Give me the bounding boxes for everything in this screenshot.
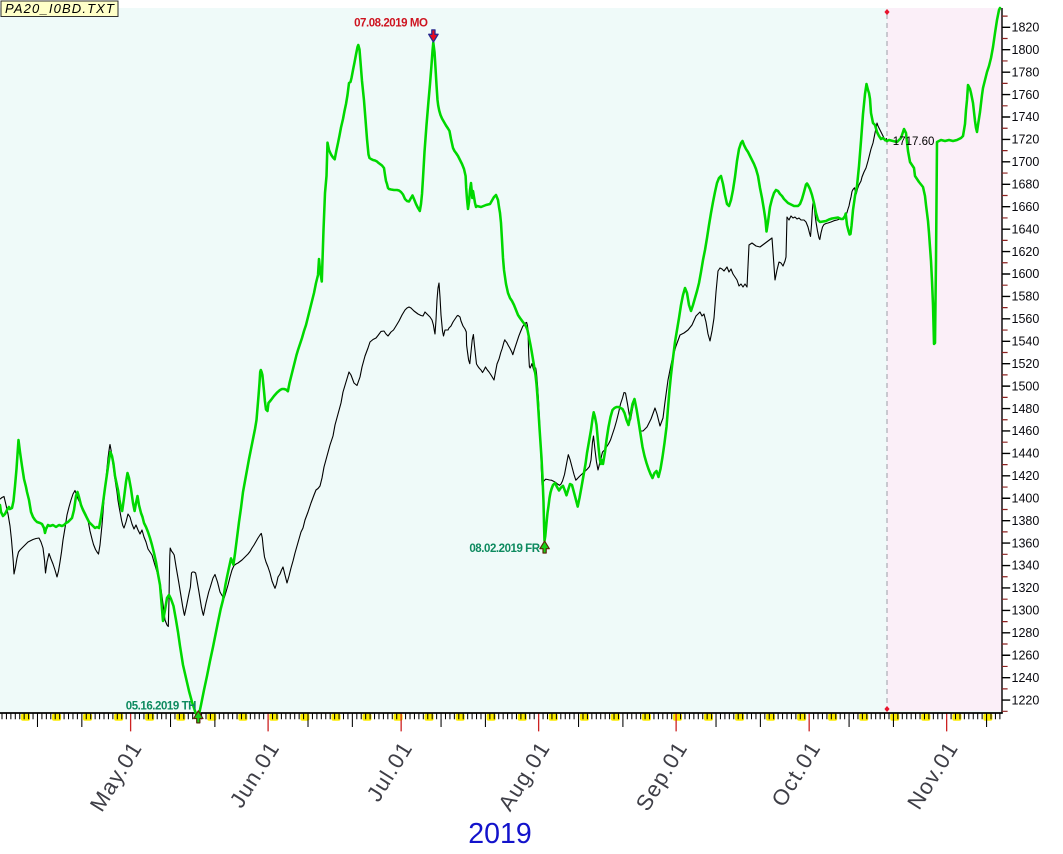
svg-text:1760: 1760 bbox=[1012, 88, 1040, 102]
svg-text:08.02.2019 FR: 08.02.2019 FR bbox=[469, 543, 540, 555]
svg-text:1780: 1780 bbox=[1012, 65, 1040, 79]
svg-text:1240: 1240 bbox=[1012, 671, 1040, 685]
svg-text:1700: 1700 bbox=[1012, 155, 1040, 169]
svg-text:1500: 1500 bbox=[1012, 379, 1040, 393]
svg-text:1800: 1800 bbox=[1012, 43, 1040, 57]
svg-text:1460: 1460 bbox=[1012, 424, 1040, 438]
svg-text:1717.60: 1717.60 bbox=[893, 136, 935, 148]
svg-text:1600: 1600 bbox=[1012, 267, 1040, 281]
svg-text:1320: 1320 bbox=[1012, 581, 1040, 595]
svg-text:1820: 1820 bbox=[1012, 21, 1040, 35]
svg-text:1480: 1480 bbox=[1012, 402, 1040, 416]
svg-text:PA20_I0BD.TXT: PA20_I0BD.TXT bbox=[5, 1, 115, 16]
svg-text:1440: 1440 bbox=[1012, 447, 1040, 461]
svg-text:1280: 1280 bbox=[1012, 626, 1040, 640]
svg-text:1580: 1580 bbox=[1012, 290, 1040, 304]
svg-text:1660: 1660 bbox=[1012, 200, 1040, 214]
svg-text:1640: 1640 bbox=[1012, 222, 1040, 236]
svg-text:1360: 1360 bbox=[1012, 536, 1040, 550]
svg-text:1220: 1220 bbox=[1012, 693, 1040, 707]
svg-text:2019: 2019 bbox=[468, 818, 531, 849]
svg-text:1400: 1400 bbox=[1012, 492, 1040, 506]
svg-text:1560: 1560 bbox=[1012, 312, 1040, 326]
svg-text:1540: 1540 bbox=[1012, 335, 1040, 349]
svg-text:1680: 1680 bbox=[1012, 178, 1040, 192]
svg-text:07.08.2019 MO: 07.08.2019 MO bbox=[354, 17, 428, 29]
svg-text:1740: 1740 bbox=[1012, 110, 1040, 124]
svg-text:1420: 1420 bbox=[1012, 469, 1040, 483]
svg-text:1520: 1520 bbox=[1012, 357, 1040, 371]
svg-text:1620: 1620 bbox=[1012, 245, 1040, 259]
svg-text:1260: 1260 bbox=[1012, 648, 1040, 662]
svg-text:1340: 1340 bbox=[1012, 559, 1040, 573]
svg-text:05.16.2019 TH: 05.16.2019 TH bbox=[126, 701, 196, 713]
svg-text:1300: 1300 bbox=[1012, 604, 1040, 618]
svg-text:1720: 1720 bbox=[1012, 133, 1040, 147]
svg-text:1380: 1380 bbox=[1012, 514, 1040, 528]
